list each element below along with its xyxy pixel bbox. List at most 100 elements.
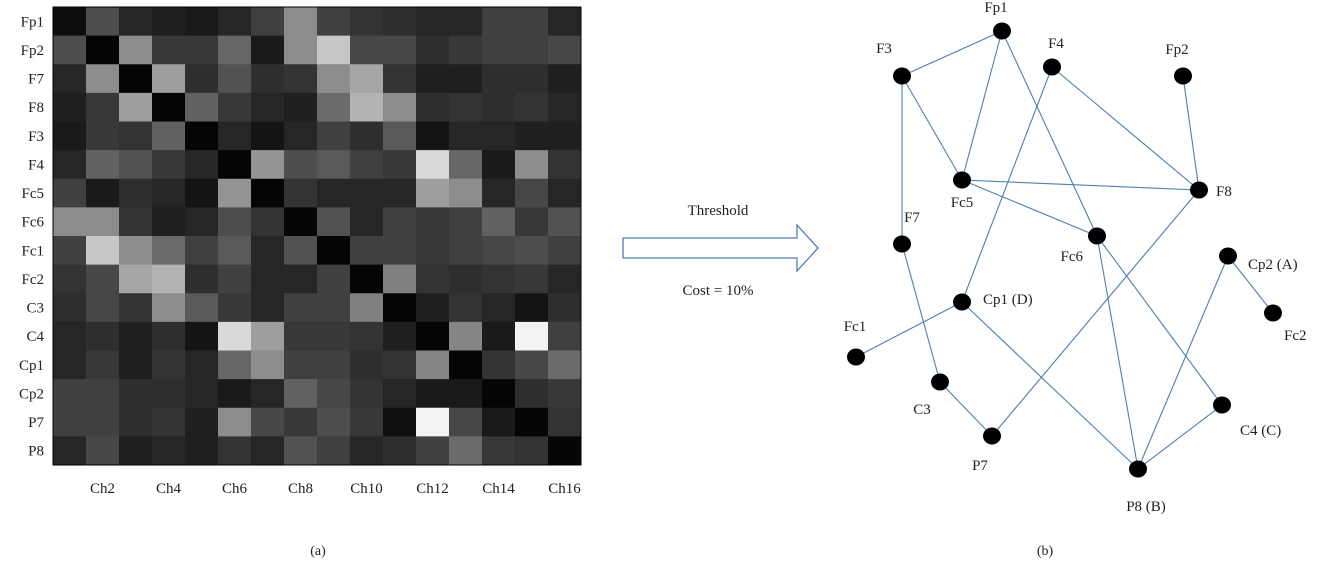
- matrix-row-label: Cp2: [19, 386, 44, 402]
- matrix-cell: [251, 293, 285, 323]
- matrix-cell: [416, 236, 450, 266]
- matrix-cell: [218, 64, 252, 94]
- graph-node-label: C3: [913, 402, 931, 418]
- matrix-cell: [218, 236, 252, 266]
- graph-node-label: F4: [1048, 36, 1064, 52]
- matrix-cell: [218, 207, 252, 237]
- matrix-cell: [350, 178, 384, 208]
- graph-node-label: Fc6: [1061, 249, 1084, 265]
- matrix-cell: [284, 407, 318, 437]
- matrix-cell: [284, 35, 318, 65]
- matrix-cell: [119, 35, 153, 65]
- matrix-cell: [548, 207, 582, 237]
- matrix-cell: [383, 207, 417, 237]
- matrix-cell: [251, 379, 285, 409]
- matrix-cell: [218, 178, 252, 208]
- matrix-cell: [53, 7, 87, 37]
- matrix-cell: [284, 264, 318, 294]
- matrix-cell: [416, 178, 450, 208]
- matrix-cell: [251, 7, 285, 37]
- matrix-cell: [350, 236, 384, 266]
- graph-node: [1219, 247, 1237, 265]
- matrix-cell: [119, 350, 153, 380]
- graph-node: [1190, 181, 1208, 199]
- matrix-row-label: Fc1: [22, 243, 45, 259]
- cost-label: Cost = 10%: [683, 283, 754, 299]
- matrix-cell: [251, 350, 285, 380]
- matrix-cell: [53, 436, 87, 466]
- matrix-cell: [152, 121, 186, 151]
- matrix-cell: [449, 264, 483, 294]
- matrix-cell: [350, 407, 384, 437]
- matrix-cell: [284, 207, 318, 237]
- matrix-cell: [350, 436, 384, 466]
- matrix-cell: [482, 178, 516, 208]
- matrix-column-label: Ch6: [222, 481, 248, 497]
- matrix-column-label: Ch10: [350, 481, 383, 497]
- graph-edge: [1001, 30, 1098, 237]
- graph-edge: [901, 30, 1003, 77]
- matrix-cell: [515, 236, 549, 266]
- matrix-cell: [152, 264, 186, 294]
- matrix-cell: [548, 293, 582, 323]
- matrix-cell: [53, 379, 87, 409]
- matrix-cell: [350, 293, 384, 323]
- matrix-cell: [515, 207, 549, 237]
- matrix-cell: [317, 293, 351, 323]
- matrix-column-label: Ch4: [156, 481, 182, 497]
- matrix-cell: [218, 121, 252, 151]
- matrix-cell: [515, 35, 549, 65]
- matrix-cell: [185, 264, 219, 294]
- graph-node: [993, 22, 1011, 40]
- matrix-row-label: F4: [28, 157, 44, 173]
- matrix-cell: [284, 321, 318, 351]
- caption-b: (b): [1037, 544, 1054, 559]
- matrix-cell: [218, 35, 252, 65]
- matrix-cell: [53, 207, 87, 237]
- matrix-cell: [416, 35, 450, 65]
- threshold-label: Threshold: [688, 203, 749, 219]
- matrix-cell: [317, 436, 351, 466]
- matrix-cell: [251, 150, 285, 180]
- matrix-cell: [515, 436, 549, 466]
- graph-edge: [901, 243, 941, 383]
- matrix-cell: [152, 407, 186, 437]
- matrix-cell: [515, 64, 549, 94]
- matrix-cell: [416, 436, 450, 466]
- matrix-cell: [284, 121, 318, 151]
- matrix-cell: [548, 178, 582, 208]
- matrix-cell: [119, 207, 153, 237]
- matrix-cell: [119, 121, 153, 151]
- matrix-cell: [152, 35, 186, 65]
- matrix-row-label: P7: [28, 415, 44, 431]
- matrix-cell: [383, 121, 417, 151]
- matrix-cell: [482, 379, 516, 409]
- graph-node-label: F7: [904, 210, 920, 226]
- matrix-cell: [86, 178, 120, 208]
- graph-nodes: [847, 22, 1282, 478]
- matrix-cell: [185, 236, 219, 266]
- matrix-cell: [317, 321, 351, 351]
- graph-node-label: P8 (B): [1126, 499, 1166, 515]
- matrix-row-label: F3: [28, 129, 44, 145]
- matrix-cell: [185, 121, 219, 151]
- matrix-cell: [515, 379, 549, 409]
- matrix-cell: [152, 207, 186, 237]
- matrix-cell: [383, 7, 417, 37]
- matrix-cell: [482, 92, 516, 122]
- matrix-cell: [383, 350, 417, 380]
- matrix-cell: [515, 178, 549, 208]
- matrix-cell: [350, 92, 384, 122]
- matrix-cell: [449, 7, 483, 37]
- matrix-cell: [185, 64, 219, 94]
- matrix-cell: [284, 379, 318, 409]
- matrix-cell: [86, 236, 120, 266]
- graph-node: [1129, 460, 1147, 478]
- matrix-cell: [416, 321, 450, 351]
- matrix-cell: [482, 321, 516, 351]
- matrix-cell: [515, 264, 549, 294]
- graph-edge: [991, 189, 1200, 437]
- matrix-row-labels: Fp1 Fp2 F7 F8 F3 F4 Fc5 Fc6 Fc1 Fc2 C3 C4 Cp1 Cp2 P7 P8: [19, 14, 45, 459]
- matrix-cell: [284, 150, 318, 180]
- matrix-cell: [416, 150, 450, 180]
